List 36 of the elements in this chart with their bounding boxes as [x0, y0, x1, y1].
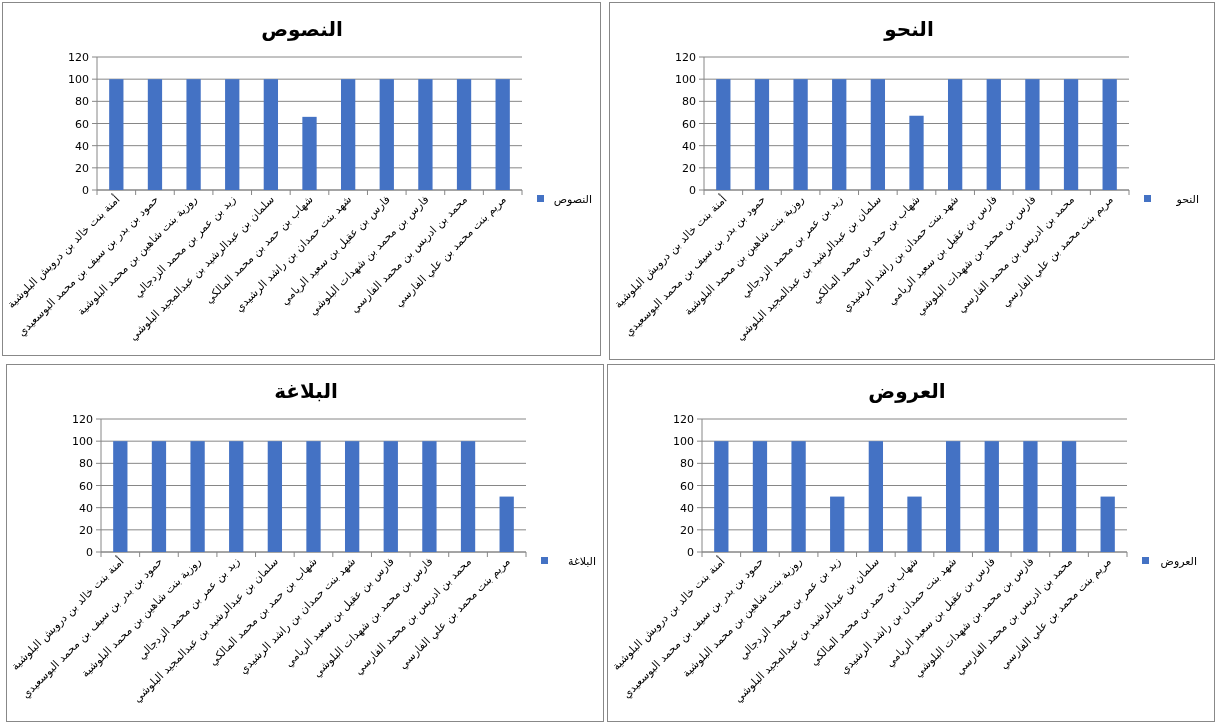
legend-label: النصوص — [553, 193, 592, 206]
y-tick-label: 60 — [75, 117, 89, 131]
y-tick-label: 40 — [79, 501, 93, 515]
y-tick-label: 120 — [673, 413, 694, 426]
y-tick-label: 60 — [79, 479, 93, 493]
y-tick-label: 20 — [680, 523, 694, 537]
y-tick-label: 120 — [68, 51, 89, 64]
y-tick-label: 120 — [72, 413, 93, 426]
y-tick-label: 60 — [680, 479, 694, 493]
y-tick-label: 40 — [680, 501, 694, 515]
y-tick-label: 0 — [82, 184, 89, 197]
y-tick-label: 80 — [75, 95, 89, 109]
y-tick-label: 80 — [79, 457, 93, 471]
legend-label: النحو — [1175, 193, 1199, 206]
y-tick-label: 100 — [72, 435, 93, 449]
y-tick-label: 60 — [682, 117, 696, 131]
y-tick-label: 20 — [75, 161, 89, 175]
chart-title: النصوص — [261, 17, 343, 41]
y-tick-label: 80 — [680, 457, 694, 471]
y-tick-label: 0 — [687, 546, 694, 559]
y-tick-label: 100 — [675, 73, 696, 87]
y-tick-label: 100 — [68, 73, 89, 87]
y-tick-label: 0 — [689, 184, 696, 197]
y-tick-label: 100 — [673, 435, 694, 449]
chart-title: النحو — [883, 17, 934, 41]
y-tick-label: 40 — [682, 139, 696, 153]
y-tick-label: 20 — [682, 161, 696, 175]
chart-title: العروض — [868, 379, 946, 403]
chart-title: البلاغة — [274, 379, 338, 403]
y-tick-label: 120 — [675, 51, 696, 64]
y-tick-label: 40 — [75, 139, 89, 153]
legend-label: البلاغة — [568, 555, 596, 568]
y-tick-label: 0 — [86, 546, 93, 559]
y-tick-label: 80 — [682, 95, 696, 109]
legend-label: العروض — [1160, 555, 1197, 568]
y-tick-label: 20 — [79, 523, 93, 537]
